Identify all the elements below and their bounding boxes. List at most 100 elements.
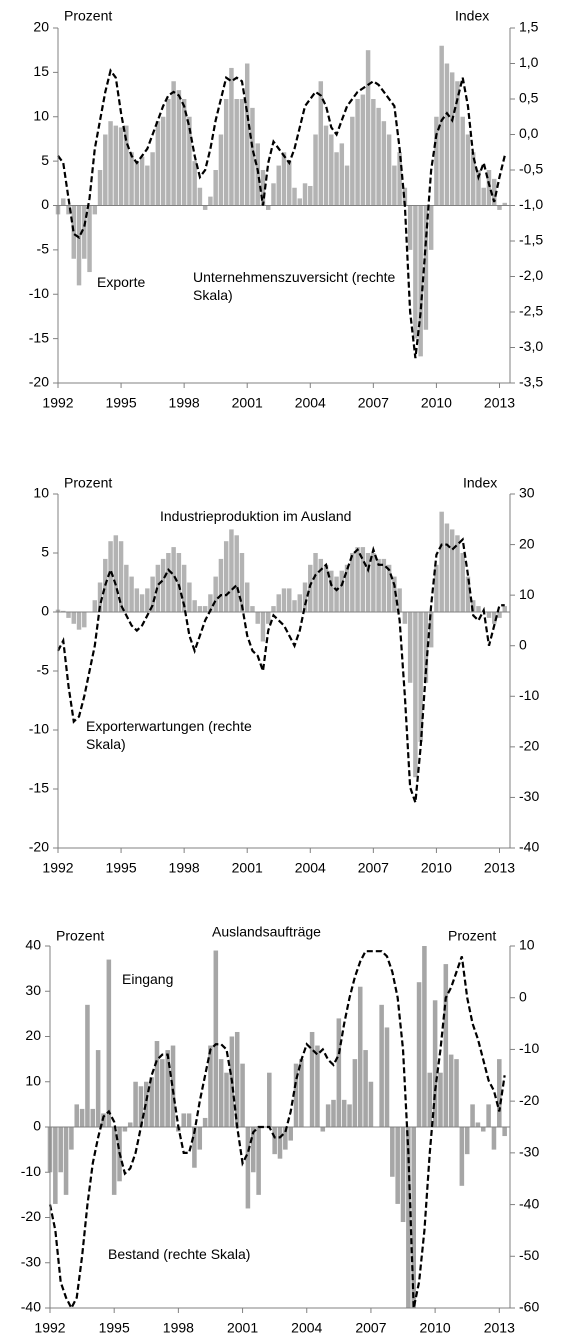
- bar: [124, 564, 129, 612]
- bar: [244, 582, 250, 612]
- bar: [427, 1072, 433, 1127]
- bar: [244, 63, 250, 206]
- bar: [400, 1127, 406, 1223]
- bar: [181, 564, 187, 612]
- bar: [171, 547, 176, 612]
- y2-tick-label: 30: [519, 485, 535, 501]
- bar: [97, 170, 103, 206]
- bar: [502, 1127, 507, 1137]
- bar: [309, 1031, 315, 1127]
- bar: [255, 612, 260, 624]
- y-tick-label: -10: [21, 1163, 41, 1179]
- bar: [187, 582, 192, 612]
- series-label: Industrieproduktion im Ausland: [160, 508, 351, 524]
- bar: [454, 1059, 459, 1127]
- bar: [323, 125, 329, 206]
- bar: [355, 99, 360, 206]
- x-tick-label: 2013: [484, 395, 515, 411]
- bar: [465, 134, 471, 206]
- bar: [82, 612, 87, 628]
- x-tick-label: 2004: [291, 1320, 322, 1336]
- bar: [213, 170, 218, 206]
- bar: [108, 541, 113, 612]
- y2-tick-label: 1,0: [519, 54, 539, 70]
- y2-axis-label: Index: [463, 475, 497, 491]
- bar: [176, 90, 182, 206]
- bar: [213, 576, 218, 612]
- x-tick-label: 2010: [421, 860, 452, 876]
- y-tick-label: -5: [37, 662, 50, 678]
- bar: [297, 594, 303, 612]
- bar: [407, 612, 413, 683]
- bar: [90, 1108, 96, 1127]
- bar: [171, 81, 176, 206]
- bar: [267, 1072, 272, 1127]
- bar: [448, 1054, 454, 1127]
- bar: [407, 205, 413, 250]
- x-tick-label: 2007: [358, 395, 389, 411]
- bar: [439, 511, 444, 612]
- bar: [113, 125, 119, 206]
- line: [48, 950, 506, 1311]
- bar: [218, 558, 224, 612]
- x-tick-label: 2013: [484, 860, 515, 876]
- x-tick-label: 1995: [105, 395, 136, 411]
- y2-tick-label: 10: [519, 937, 535, 953]
- bar: [344, 564, 350, 612]
- bar: [82, 205, 87, 259]
- y-axis-label: Prozent: [64, 475, 112, 491]
- y2-tick-label: 0: [519, 636, 527, 652]
- bar: [320, 1127, 326, 1132]
- bar: [339, 143, 345, 206]
- bar: [160, 116, 166, 206]
- bar: [381, 121, 387, 206]
- bar: [245, 1127, 251, 1209]
- bar: [281, 588, 287, 612]
- bar: [308, 185, 313, 206]
- bar: [360, 547, 366, 612]
- y-tick-label: 20: [33, 19, 49, 35]
- series-label-text: Bestand (rechte Skala): [108, 1246, 251, 1262]
- bar: [111, 1127, 117, 1195]
- bar: [218, 134, 224, 206]
- bar: [87, 205, 92, 273]
- bar: [455, 535, 460, 612]
- bar: [149, 1077, 154, 1127]
- y2-tick-label: 20: [519, 535, 535, 551]
- bar: [92, 205, 98, 215]
- bar: [360, 94, 366, 206]
- y2-tick-label: -2,0: [519, 267, 543, 283]
- bar: [339, 570, 345, 612]
- y-tick-label: -15: [29, 780, 49, 796]
- series-label: Bestand (rechte Skala): [108, 1246, 251, 1262]
- bar: [250, 1127, 256, 1173]
- bar: [277, 1127, 283, 1159]
- bar: [357, 986, 363, 1127]
- x-tick-label: 1995: [105, 860, 136, 876]
- bar: [223, 541, 229, 612]
- bar: [470, 152, 476, 206]
- x-tick-label: 1995: [99, 1320, 130, 1336]
- y-tick-label: 5: [41, 544, 49, 560]
- bar: [281, 152, 287, 206]
- bar: [313, 134, 318, 206]
- y-tick-label: -5: [37, 241, 50, 257]
- y2-tick-label: 0,0: [519, 125, 539, 141]
- y2-tick-label: -0,5: [519, 161, 543, 177]
- y2-tick-label: -40: [519, 839, 539, 855]
- bar: [334, 152, 339, 206]
- bar: [118, 127, 124, 206]
- bar: [293, 1063, 299, 1127]
- bar: [502, 606, 507, 612]
- bar: [292, 600, 297, 612]
- y2-tick-label: -30: [519, 1144, 539, 1160]
- bar: [129, 576, 134, 612]
- bar: [486, 170, 492, 206]
- bar: [76, 612, 82, 630]
- series-label-text: Eingang: [122, 971, 174, 987]
- chart-title: Auslandsaufträge: [212, 924, 321, 940]
- bar: [202, 205, 208, 210]
- bar: [150, 152, 155, 206]
- bar: [439, 45, 444, 206]
